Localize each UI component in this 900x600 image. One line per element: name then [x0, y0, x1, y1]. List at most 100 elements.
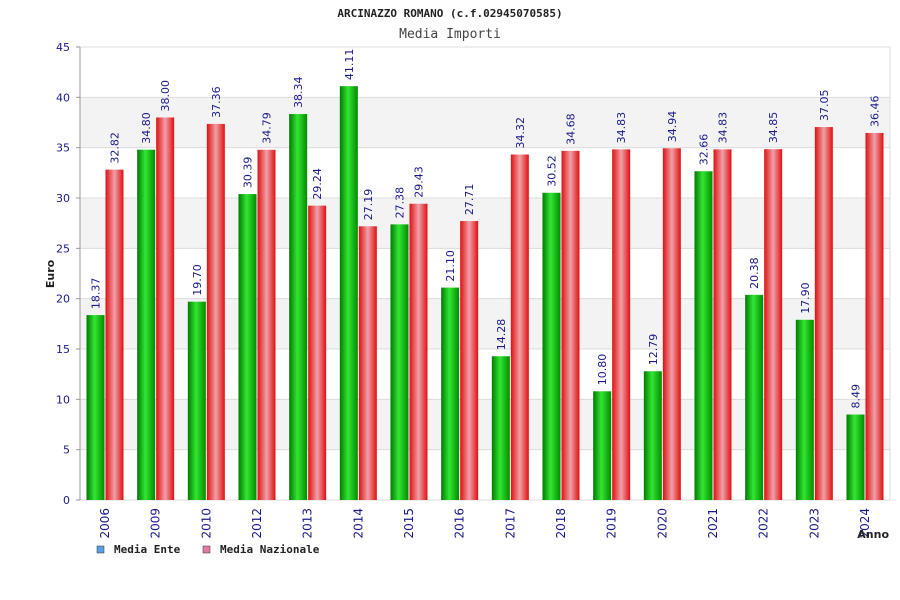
bar-media-nazionale-2016: [460, 221, 479, 500]
y-tick-label: 45: [56, 41, 70, 54]
bar-value-label: 10.80: [596, 354, 609, 386]
legend-item-media-ente: Media Ente: [96, 543, 181, 556]
chart-title: ARCINAZZO ROMANO (c.f.02945070585): [337, 7, 562, 20]
bar-media-nazionale-2023: [814, 127, 833, 500]
bar-value-label: 19.70: [191, 264, 204, 296]
y-tick-label: 10: [56, 393, 70, 406]
bar-media-nazionale-2010: [206, 123, 225, 500]
x-tick-label: 2024: [858, 508, 872, 539]
bar-media-nazionale-2017: [510, 154, 529, 500]
y-tick-label: 20: [56, 293, 70, 306]
bar-media-nazionale-2006: [105, 169, 124, 500]
bar-media-nazionale-2019: [612, 149, 631, 501]
bar-media-nazionale-2012: [257, 149, 276, 500]
bar-media-ente-2006: [86, 315, 105, 500]
x-tick-label: 2020: [655, 508, 669, 539]
y-tick-label: 15: [56, 343, 70, 356]
chart-subtitle: Media Importi: [399, 27, 501, 42]
bar-value-label: 27.38: [394, 187, 407, 219]
bar-media-ente-2013: [289, 114, 308, 500]
legend-label-media-ente: Media Ente: [114, 543, 181, 556]
bar-value-label: 29.43: [413, 166, 426, 198]
x-tick-label: 2012: [250, 508, 264, 539]
legend-swatch-media-nazionale: [202, 545, 211, 554]
y-tick-label: 25: [56, 242, 70, 255]
bar-media-ente-2023: [795, 319, 814, 500]
bar-value-labels: 18.37 32.82 34.80 38.00 19.70 37.36 30.39 34.79…: [90, 49, 882, 409]
y-axis-ticks: 0 5 10 15 20 25 30 35 40 45: [56, 41, 70, 507]
bar-value-label: 34.83: [717, 112, 730, 144]
bar-value-label: 36.46: [869, 95, 882, 127]
legend-swatch-media-ente: [96, 545, 105, 554]
legend-label-media-nazionale: Media Nazionale: [220, 543, 320, 556]
x-tick-label: 2022: [757, 508, 771, 539]
bar-value-label: 17.90: [799, 282, 812, 314]
legend: Media Ente Media Nazionale: [96, 543, 320, 556]
bar-media-ente-2018: [542, 192, 561, 501]
bar-media-ente-2021: [694, 171, 713, 501]
y-tick-label: 0: [63, 494, 70, 507]
bar-value-label: 21.10: [444, 250, 457, 282]
bar-media-nazionale-2022: [764, 149, 783, 500]
bar-media-nazionale-2021: [713, 149, 732, 501]
bar-value-label: 30.39: [242, 157, 255, 189]
bar-media-ente-2009: [137, 149, 156, 500]
bar-value-label: 29.24: [311, 168, 324, 200]
x-axis-label: Anno: [857, 528, 889, 541]
bar-media-ente-2024: [846, 414, 865, 500]
bar-media-nazionale-2013: [308, 205, 327, 500]
x-tick-label: 2010: [199, 508, 213, 539]
bar-value-label: 38.00: [159, 80, 172, 112]
x-tick-label: 2019: [605, 508, 619, 539]
bar-value-label: 34.83: [615, 112, 628, 144]
y-tick-label: 30: [56, 192, 70, 205]
x-tick-label: 2006: [98, 508, 112, 539]
bar-value-label: 41.11: [343, 49, 356, 81]
bar-media-ente-2015: [390, 224, 409, 500]
bar-value-label: 14.28: [495, 319, 508, 351]
bar-media-ente-2017: [491, 356, 510, 500]
x-tick-label: 2023: [807, 508, 821, 539]
x-tick-label: 2021: [706, 508, 720, 539]
bar-value-label: 34.80: [140, 112, 153, 144]
y-axis-label: Euro: [44, 259, 57, 288]
bar-media-ente-2020: [643, 371, 662, 500]
bar-media-nazionale-2020: [662, 148, 681, 500]
legend-item-media-nazionale: Media Nazionale: [202, 543, 320, 556]
bar-value-label: 8.49: [850, 384, 863, 409]
bar-value-label: 27.71: [463, 184, 476, 216]
y-tick-label: 40: [56, 91, 70, 104]
bar-media-nazionale-2024: [865, 132, 884, 500]
x-tick-label: 2014: [351, 508, 365, 539]
bar-value-label: 34.68: [565, 113, 578, 145]
bar-value-label: 18.37: [90, 278, 103, 310]
bar-value-label: 34.85: [767, 112, 780, 144]
bar-value-label: 30.52: [546, 155, 559, 187]
bar-media-nazionale-2015: [409, 203, 428, 500]
x-tick-label: 2017: [503, 508, 517, 539]
bar-media-ente-2012: [238, 194, 257, 500]
bar-value-label: 32.66: [698, 134, 711, 166]
bar-media-ente-2010: [187, 301, 206, 500]
bar-value-label: 20.38: [748, 257, 761, 289]
x-axis-ticks: 2006 2009 2010 2012 2013 2014 2015 2016 2017 2018…: [98, 508, 872, 539]
y-tick-label: 5: [63, 444, 70, 457]
plot-band: [80, 47, 890, 98]
bar-value-label: 27.19: [362, 189, 375, 221]
y-tick-label: 35: [56, 142, 70, 155]
bar-media-nazionale-2018: [561, 150, 580, 500]
bar-value-label: 38.34: [292, 77, 305, 109]
bar-value-label: 12.79: [647, 334, 660, 366]
x-tick-label: 2016: [453, 508, 467, 539]
bar-media-ente-2022: [745, 294, 764, 500]
bar-media-ente-2014: [339, 86, 358, 500]
bar-value-label: 32.82: [109, 132, 122, 164]
bar-value-label: 34.94: [666, 111, 679, 143]
bar-value-label: 37.36: [210, 86, 223, 118]
bar-value-label: 34.79: [261, 112, 274, 144]
x-tick-label: 2018: [554, 508, 568, 539]
bar-value-label: 34.32: [514, 117, 527, 149]
bars: [86, 86, 884, 501]
bar-media-ente-2019: [593, 391, 612, 500]
